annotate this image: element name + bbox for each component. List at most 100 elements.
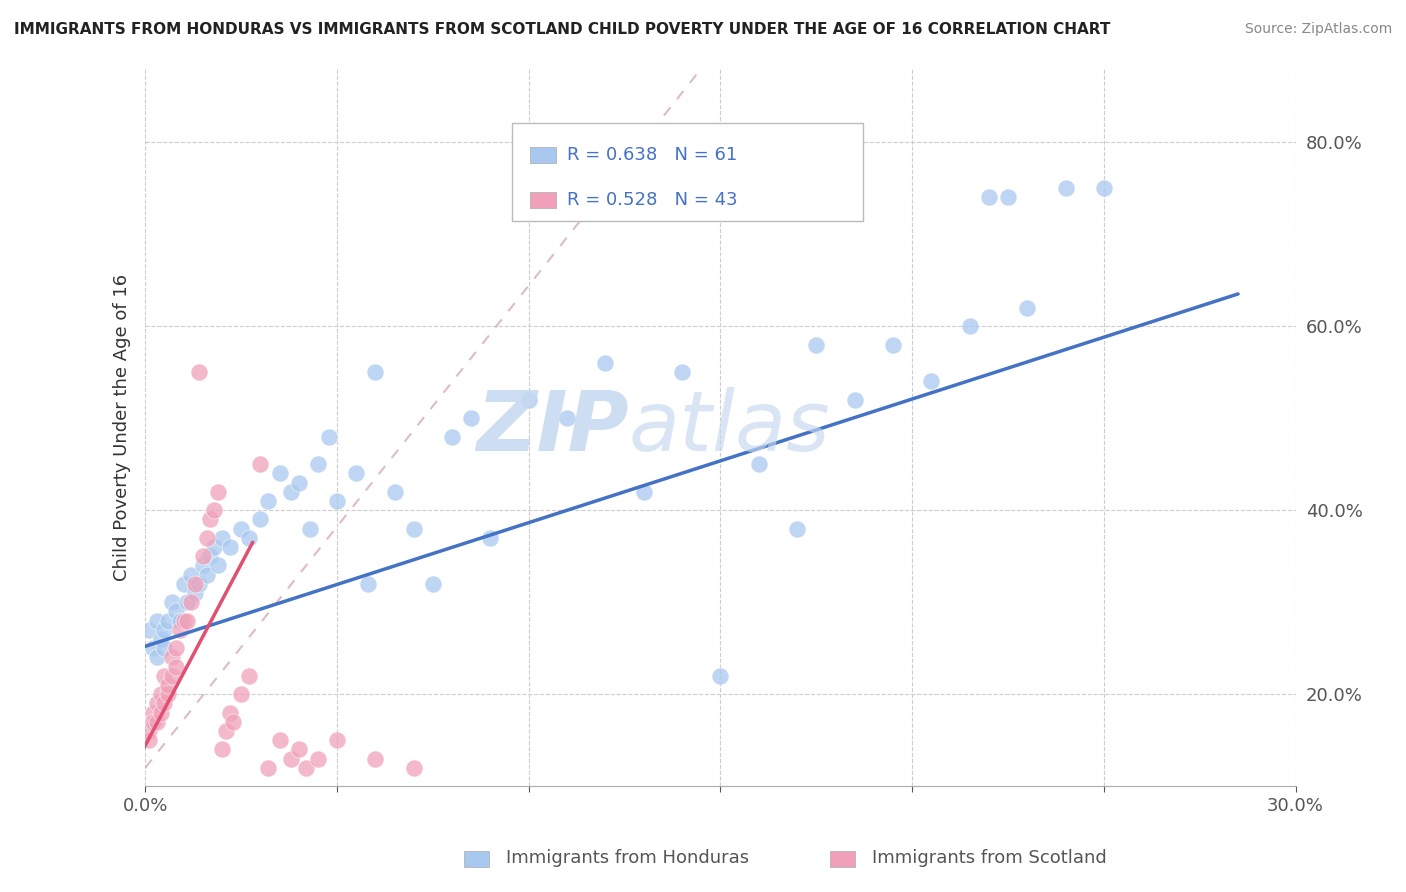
Point <box>153 641 176 656</box>
Point <box>211 531 233 545</box>
Point <box>173 576 195 591</box>
Point <box>280 751 302 765</box>
Point <box>479 531 502 545</box>
Point <box>422 576 444 591</box>
Point <box>326 494 349 508</box>
Point <box>149 706 172 720</box>
Point <box>364 751 387 765</box>
Point <box>402 761 425 775</box>
Point <box>287 742 309 756</box>
Point <box>157 687 180 701</box>
Point <box>441 429 464 443</box>
Point <box>222 714 245 729</box>
Point <box>307 751 329 765</box>
Point <box>709 669 731 683</box>
Point <box>146 614 169 628</box>
Point <box>280 484 302 499</box>
Point <box>460 411 482 425</box>
Point <box>555 411 578 425</box>
Point <box>257 761 280 775</box>
Point <box>160 595 183 609</box>
Point <box>257 494 280 508</box>
Point <box>200 512 222 526</box>
Point <box>180 567 202 582</box>
Point <box>671 365 693 379</box>
Point <box>211 742 233 756</box>
Point <box>357 576 380 591</box>
Point <box>384 484 406 499</box>
Point <box>1092 181 1115 195</box>
Point <box>153 623 176 637</box>
Text: IMMIGRANTS FROM HONDURAS VS IMMIGRANTS FROM SCOTLAND CHILD POVERTY UNDER THE AGE: IMMIGRANTS FROM HONDURAS VS IMMIGRANTS F… <box>14 22 1111 37</box>
Point <box>180 595 202 609</box>
Point <box>249 457 271 471</box>
Point <box>249 512 271 526</box>
Point <box>138 733 160 747</box>
Point <box>997 190 1019 204</box>
Point <box>231 522 253 536</box>
Point <box>200 549 222 563</box>
Point <box>165 604 187 618</box>
Point <box>138 623 160 637</box>
Point <box>977 190 1000 204</box>
Point <box>173 614 195 628</box>
Point <box>157 614 180 628</box>
Point <box>595 356 617 370</box>
Point <box>920 375 942 389</box>
Point <box>142 641 165 656</box>
Text: Immigrants from Scotland: Immigrants from Scotland <box>872 849 1107 867</box>
Point <box>806 337 828 351</box>
Point <box>188 365 211 379</box>
Point <box>207 558 229 573</box>
Point <box>149 687 172 701</box>
Point <box>402 522 425 536</box>
Point <box>231 687 253 701</box>
Point <box>786 522 808 536</box>
Point <box>184 586 207 600</box>
Point <box>364 365 387 379</box>
Point <box>138 723 160 738</box>
Point <box>142 714 165 729</box>
Point <box>160 650 183 665</box>
Point <box>218 540 240 554</box>
Point <box>269 733 291 747</box>
Text: atlas: atlas <box>628 387 830 467</box>
Point <box>176 614 198 628</box>
Text: Source: ZipAtlas.com: Source: ZipAtlas.com <box>1244 22 1392 37</box>
Point <box>238 531 260 545</box>
Point <box>318 429 340 443</box>
Point <box>153 669 176 683</box>
Point <box>165 659 187 673</box>
Point <box>146 650 169 665</box>
Point <box>1054 181 1077 195</box>
Text: Immigrants from Honduras: Immigrants from Honduras <box>506 849 749 867</box>
Text: R = 0.638   N = 61: R = 0.638 N = 61 <box>567 146 737 164</box>
Point <box>748 457 770 471</box>
Point <box>157 678 180 692</box>
Point <box>146 714 169 729</box>
Point <box>142 706 165 720</box>
Point <box>326 733 349 747</box>
Point <box>176 595 198 609</box>
Point <box>184 576 207 591</box>
Point <box>202 540 225 554</box>
Point <box>344 467 367 481</box>
Point <box>215 723 238 738</box>
Point <box>882 337 904 351</box>
Point <box>238 669 260 683</box>
Point <box>146 696 169 710</box>
Point <box>218 706 240 720</box>
Point <box>307 457 329 471</box>
Text: ZIP: ZIP <box>475 387 628 467</box>
Point <box>269 467 291 481</box>
Point <box>165 641 187 656</box>
Point <box>287 475 309 490</box>
Y-axis label: Child Poverty Under the Age of 16: Child Poverty Under the Age of 16 <box>114 274 131 581</box>
Point <box>169 623 191 637</box>
Point <box>188 576 211 591</box>
Point <box>195 567 218 582</box>
Point <box>160 669 183 683</box>
Point <box>1017 301 1039 315</box>
Point <box>149 632 172 646</box>
Point <box>295 761 318 775</box>
